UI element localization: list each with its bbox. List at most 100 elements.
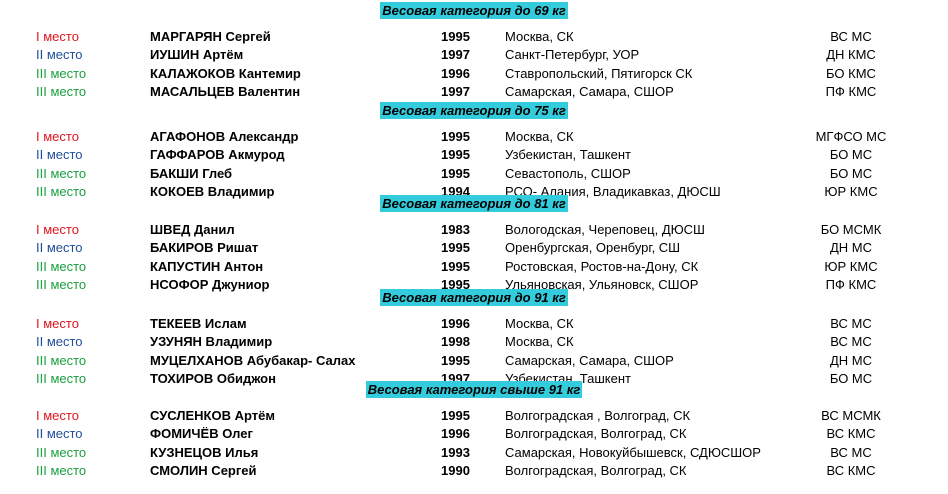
sport-title: ДН КМС (826, 47, 876, 63)
sport-title: ДН МС (829, 352, 873, 368)
result-row: I место ШВЕД Данил 1983 Вологодская, Черепо… (0, 221, 948, 238)
athlete-name: МАРГАРЯН Сергей (150, 29, 271, 44)
birth-year: 1998 (441, 334, 470, 350)
sport-title: ПФ КМС (825, 277, 877, 293)
region-club: Волгоградская , Волгоград, СК (505, 408, 691, 423)
athlete-name: БАКШИ Глеб (150, 165, 233, 181)
birth-year: 1997 (441, 84, 470, 100)
sport-title: БО МС (829, 147, 873, 163)
place-label: II место (36, 426, 83, 442)
athlete-name: СУСЛЕНКОВ Артём (150, 408, 275, 423)
birth-year: 1995 (441, 165, 470, 181)
athlete-name: НСОФОР Джуниор (150, 277, 270, 293)
birth-year: 1983 (441, 222, 470, 237)
place-label: III место (36, 444, 87, 460)
sport-title: БО МС (829, 165, 873, 181)
place-label: III место (36, 463, 87, 479)
place-label: III место (36, 258, 87, 274)
birth-year: 1995 (441, 240, 470, 256)
birth-year: 1990 (441, 463, 470, 479)
result-row: III место БАКШИ Глеб 1995 Севастополь, СШОР… (0, 165, 948, 182)
weight-category-label: Весовая категория свыше 91 кг (365, 381, 583, 398)
athlete-name: БАКИРОВ Ришат (150, 240, 259, 256)
region-club: Ульяновская, Ульяновск, СШОР (505, 277, 699, 293)
birth-year: 1995 (441, 277, 470, 293)
region-club: Оренбургская, Оренбург, СШ (505, 240, 681, 256)
region-club: Москва, СК (505, 334, 574, 350)
place-label: I место (36, 316, 79, 331)
sport-title: МГФСО МС (815, 129, 887, 144)
birth-year: 1996 (441, 426, 470, 442)
weight-category-header: Весовая категория до 81 кг (0, 195, 948, 212)
sport-title: ВС МСМК (821, 408, 881, 423)
region-club: Ставропольский, Пятигорск СК (505, 65, 693, 81)
sport-title: ЮР КМС (824, 184, 878, 200)
athlete-name: ФОМИЧЁВ Олег (150, 426, 253, 442)
weight-category-header: Весовая категория свыше 91 кг (0, 381, 948, 398)
place-label: I место (36, 29, 79, 44)
athlete-name: АГАФОНОВ Александр (150, 129, 299, 144)
athlete-name: УЗУНЯН Владимир (150, 334, 273, 350)
sport-title: БО МС (829, 371, 873, 387)
sport-title: ВС МС (830, 334, 872, 350)
region-club: Вологодская, Череповец, ДЮСШ (505, 222, 705, 237)
athlete-name: КУЗНЕЦОВ Илья (150, 444, 259, 460)
athlete-name: ГАФФАРОВ Акмурод (150, 147, 285, 163)
place-label: I место (36, 129, 79, 144)
birth-year: 1997 (441, 47, 470, 63)
place-label: III место (36, 277, 87, 293)
birth-year: 1995 (441, 408, 470, 423)
result-row: II место БАКИРОВ Ришат 1995 Оренбургская, О… (0, 239, 948, 256)
region-club: Ростовская, Ростов-на-Дону, СК (505, 258, 699, 274)
place-label: III место (36, 184, 87, 200)
weight-category-header: Весовая категория до 91 кг (0, 289, 948, 306)
weight-category-label: Весовая категория до 91 кг (380, 289, 568, 306)
weight-category-header: Весовая категория до 75 кг (0, 102, 948, 119)
sport-title: БО КМС (826, 65, 876, 81)
place-label: III место (36, 371, 87, 387)
region-club: Москва, СК (505, 316, 574, 331)
result-row: I место МАРГАРЯН Сергей 1995 Москва, СК ВС М… (0, 28, 948, 45)
result-row: II место ИУШИН Артём 1997 Санкт-Петербург, … (0, 46, 948, 63)
sport-title: ЮР КМС (824, 258, 878, 274)
place-label: III место (36, 352, 87, 368)
result-row: III место НСОФОР Джуниор 1995 Ульяновская, … (0, 276, 948, 293)
athlete-name: КОКОЕВ Владимир (150, 184, 275, 200)
place-label: III место (36, 65, 87, 81)
result-row: II место ГАФФАРОВ Акмурод 1995 Узбекистан, … (0, 146, 948, 163)
athlete-name: КАПУСТИН Антон (150, 258, 264, 274)
sport-title: ВС МС (830, 29, 872, 44)
birth-year: 1995 (441, 258, 470, 274)
athlete-name: СМОЛИН Сергей (150, 463, 257, 479)
birth-year: 1995 (441, 352, 470, 368)
birth-year: 1995 (441, 29, 470, 44)
region-club: Волгоградская, Волгоград, СК (505, 426, 687, 442)
region-club: Севастополь, СШОР (505, 165, 631, 181)
athlete-name: ИУШИН Артём (150, 47, 244, 63)
place-label: III место (36, 84, 87, 100)
sport-title: ДН МС (829, 240, 873, 256)
sport-title: ВС МС (830, 444, 872, 460)
result-row: III место СМОЛИН Сергей 1990 Волгоградская,… (0, 462, 948, 479)
sport-title: ПФ КМС (825, 84, 877, 100)
place-label: II место (36, 147, 83, 163)
place-label: II место (36, 240, 83, 256)
place-label: II место (36, 334, 83, 350)
result-row: III место КУЗНЕЦОВ Илья 1993 Самарская, Нов… (0, 444, 948, 461)
athlete-name: ТЕКЕЕВ Ислам (150, 316, 247, 331)
place-label: I место (36, 222, 79, 237)
result-row: I место СУСЛЕНКОВ Артём 1995 Волгоградская … (0, 407, 948, 424)
result-row: I место АГАФОНОВ Александр 1995 Москва, СК М… (0, 128, 948, 145)
place-label: I место (36, 408, 79, 423)
result-row: III место МАСАЛЬЦЕВ Валентин 1997 Самарская… (0, 83, 948, 100)
result-row: II место ФОМИЧЁВ Олег 1996 Волгоградская, В… (0, 425, 948, 442)
result-row: III место МУЦЕЛХАНОВ Абубакар- Салах 1995 С… (0, 352, 948, 369)
result-row: III место КАЛАЖОКОВ Кантемир 1996 Ставропол… (0, 65, 948, 82)
sport-title: ВС КМС (826, 426, 876, 442)
region-club: Москва, СК (505, 29, 574, 44)
weight-category-header: Весовая категория до 69 кг (0, 2, 948, 19)
sport-title: БО МСМК (820, 222, 882, 237)
birth-year: 1995 (441, 129, 470, 144)
birth-year: 1993 (441, 444, 470, 460)
